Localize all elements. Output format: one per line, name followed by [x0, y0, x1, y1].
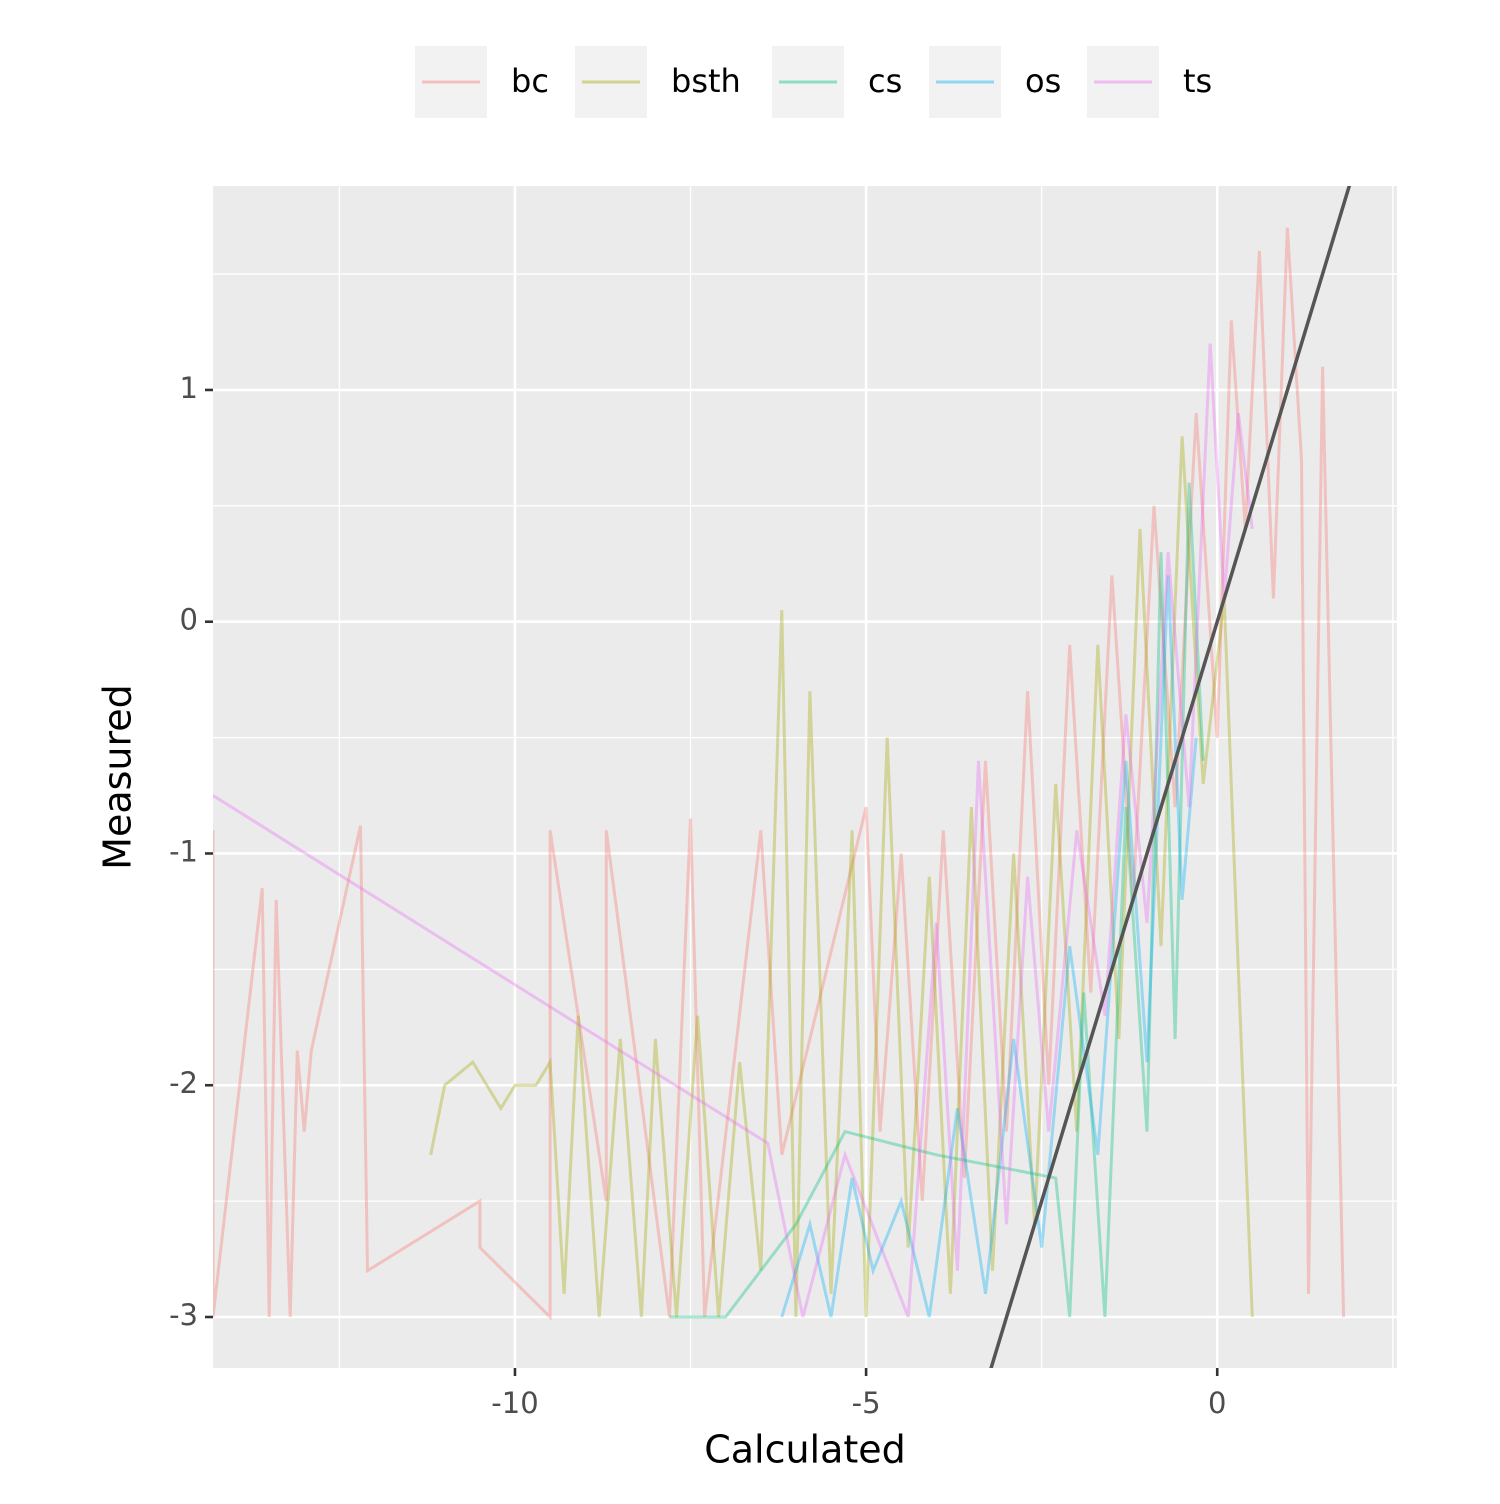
legend-label: os: [1025, 62, 1061, 100]
series-line: [429, 436, 1254, 1318]
x-tick-label: 0: [1208, 1386, 1226, 1420]
series-line: [669, 482, 1205, 1319]
series-line: [213, 227, 1346, 1321]
y-tick-label: 1: [180, 371, 198, 405]
reference-line: [989, 186, 1352, 1368]
legend-label: bsth: [671, 62, 741, 100]
legend-key: [772, 46, 844, 118]
legend-key: [415, 46, 487, 118]
y-axis-title: Measured: [96, 684, 140, 870]
x-tick-label: -5: [852, 1386, 881, 1420]
panel: [213, 186, 1397, 1368]
legend-label: bc: [511, 62, 549, 100]
x-tick-label: -10: [491, 1386, 538, 1420]
x-axis-title: Calculated: [704, 1428, 906, 1472]
y-tick-label: -1: [169, 834, 198, 868]
legend-label: cs: [868, 62, 902, 100]
legend-key: [929, 46, 1001, 118]
y-tick-label: -2: [169, 1066, 198, 1100]
series-line: [213, 343, 1254, 1318]
legend-key: [575, 46, 647, 118]
y-tick-label: -3: [169, 1298, 198, 1332]
y-tick-label: 0: [180, 603, 198, 637]
series-line: [780, 575, 1198, 1318]
legend-key: [1087, 46, 1159, 118]
legend-label: ts: [1183, 62, 1212, 100]
